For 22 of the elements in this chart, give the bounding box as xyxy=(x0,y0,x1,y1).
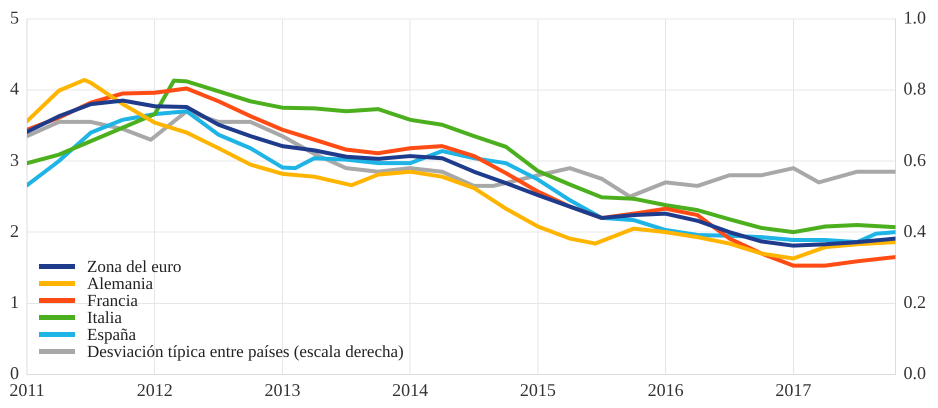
y-tick-label: 4 xyxy=(10,78,19,99)
legend-label: Francia xyxy=(87,291,138,310)
y-tick-label: 1 xyxy=(10,292,19,312)
y2-tick-label: 0.0 xyxy=(904,363,926,384)
y2-tick-label: 0.8 xyxy=(904,78,926,99)
legend-label: Zona del euro xyxy=(87,257,182,276)
x-tick-label: 2013 xyxy=(264,380,300,400)
y-tick-label: 5 xyxy=(10,8,19,28)
x-tick-label: 2017 xyxy=(775,380,812,400)
x-tick-label: 2014 xyxy=(392,380,428,400)
x-tick-label: 2016 xyxy=(648,380,684,400)
y2-tick-label: 0.2 xyxy=(904,292,926,312)
legend-label: Alemania xyxy=(87,274,154,294)
y-tick-label: 2 xyxy=(10,220,19,241)
legend-label: España xyxy=(87,325,136,344)
y2-tick-label: 0.4 xyxy=(904,220,926,241)
y-tick-label: 3 xyxy=(10,150,19,170)
x-tick-label: 2015 xyxy=(520,380,556,400)
x-tick-label: 2012 xyxy=(136,380,173,400)
y2-tick-label: 1.0 xyxy=(904,8,926,28)
y2-tick-label: 0.6 xyxy=(904,150,926,170)
legend-label: Italia xyxy=(87,308,122,328)
